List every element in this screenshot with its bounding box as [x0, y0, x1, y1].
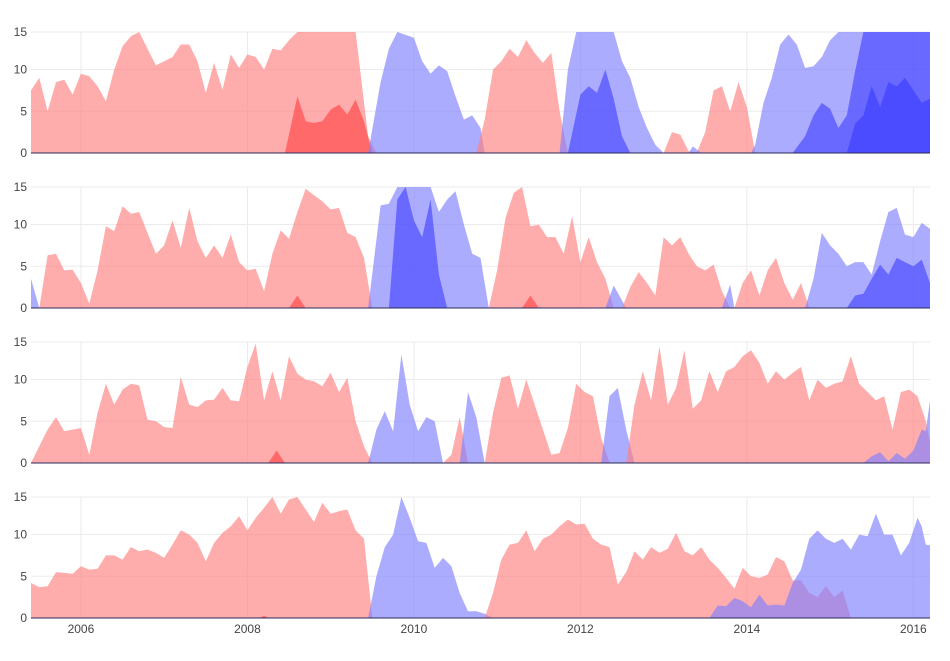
area-positive	[484, 519, 851, 618]
area-negative-strong	[846, 77, 930, 153]
panel-1: 0 5 10 15	[14, 25, 930, 160]
area-positive	[622, 237, 731, 308]
panel-4: 0 5 10 15	[14, 490, 930, 625]
panel-2: 0 5 10 15	[14, 180, 930, 315]
area-negative	[863, 400, 930, 463]
y-tick-label: 5	[20, 259, 27, 273]
y-tick-label: 0	[20, 146, 27, 160]
panel-3: 0 5 10 15	[14, 335, 930, 470]
panel-areas	[31, 497, 930, 618]
area-negative	[459, 392, 485, 463]
area-positive	[31, 497, 373, 618]
area-positive	[476, 40, 568, 153]
area-negative	[709, 513, 930, 618]
y-tick-label: 5	[20, 569, 27, 583]
area-positive-strong	[284, 96, 373, 153]
area-negative	[368, 32, 485, 153]
y-tick-label: 0	[20, 611, 27, 625]
area-negative	[368, 497, 493, 618]
y-tick-label: 15	[14, 490, 28, 504]
area-negative	[31, 278, 40, 308]
x-tick-label: 2006	[68, 622, 95, 636]
area-positive-strong	[522, 295, 539, 308]
area-positive-strong	[289, 295, 306, 308]
area-negative	[721, 284, 735, 308]
area-negative-strong	[388, 187, 448, 308]
y-tick-label: 5	[20, 414, 27, 428]
area-positive-strong	[268, 450, 285, 463]
x-tick-label: 2012	[567, 622, 594, 636]
area-positive	[484, 375, 610, 463]
area-positive-strong	[259, 615, 269, 618]
y-tick-label: 10	[14, 63, 28, 77]
area-negative-strong	[567, 69, 631, 153]
y-tick-label: 15	[14, 180, 28, 194]
x-tick-label: 2016	[900, 622, 927, 636]
area-negative	[605, 285, 627, 308]
area-positive	[626, 346, 930, 463]
y-tick-label: 15	[14, 335, 28, 349]
area-positive	[31, 343, 373, 463]
panel-areas	[31, 343, 930, 463]
area-negative	[368, 354, 443, 463]
area-negative-strong	[846, 257, 930, 308]
x-tick-label: 2010	[401, 622, 428, 636]
panel-areas	[31, 187, 930, 308]
area-negative	[601, 387, 635, 463]
x-tick-label: 2008	[234, 622, 261, 636]
area-positive	[488, 187, 614, 308]
y-tick-label: 10	[14, 528, 28, 542]
y-tick-label: 5	[20, 104, 27, 118]
y-tick-label: 15	[14, 25, 28, 39]
y-tick-label: 10	[14, 373, 28, 387]
area-positive	[734, 257, 810, 308]
y-tick-label: 0	[20, 301, 27, 315]
x-tick-label: 2014	[734, 622, 761, 636]
y-tick-label: 10	[14, 218, 28, 232]
area-positive	[39, 188, 373, 308]
area-positive	[663, 82, 756, 153]
y-tick-label: 0	[20, 456, 27, 470]
area-positive	[31, 32, 377, 153]
panel-areas	[31, 32, 930, 153]
area-negative	[688, 146, 702, 153]
